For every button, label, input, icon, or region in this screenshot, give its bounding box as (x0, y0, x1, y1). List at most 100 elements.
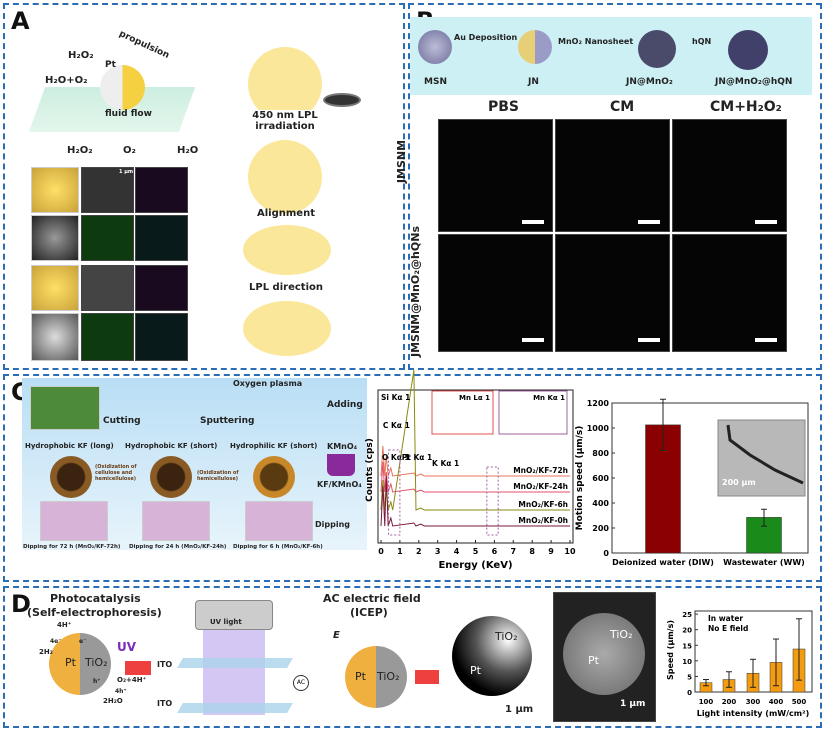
lc-droplet-3 (243, 225, 331, 275)
dipped-kf-72h (40, 501, 108, 541)
icep-particle (345, 646, 407, 708)
x-tick-label: 5 (473, 547, 479, 556)
peak-label: Si Kα 1 (381, 393, 410, 402)
category-label: 300 (746, 698, 761, 706)
tio2-label: TiO₂ (85, 656, 108, 669)
sem-particle (31, 215, 79, 261)
uv-light-label: UV light (210, 618, 242, 626)
products-label: H₂O+O₂ (45, 75, 88, 86)
oxidization-note-2: (Oxidization of hemicellulose) (197, 470, 239, 482)
highlight-box (486, 466, 499, 536)
sem-scale-label: 1 μm (620, 699, 646, 709)
particle-render (31, 167, 79, 213)
dipped-kf-6h (245, 501, 313, 541)
x-axis-label: Energy (KeV) (438, 560, 512, 571)
o2-label: O₂+4H⁺ (117, 676, 147, 684)
particle-render-2 (31, 265, 79, 311)
kf-kmno4-label: KF/KMnO₄ (317, 480, 362, 489)
x-tick-label: 10 (564, 547, 576, 556)
dip-label-72h: Dipping for 72 h (MnO₂/KF-72h) (23, 544, 121, 550)
scale-bar-label: 1 μm (119, 169, 134, 175)
x-tick-label: 2 (416, 547, 422, 556)
arrow-au-deposition: Au Deposition (454, 33, 518, 42)
h2o2-label: H₂O₂ (68, 50, 94, 61)
y-tick-label: 0 (603, 549, 609, 558)
y-tick-label: 10 (682, 658, 692, 666)
optical-pt-label: Pt (470, 664, 481, 677)
optical-tio2-label: TiO₂ (495, 630, 518, 643)
category-label: Deionized water (DIW) (612, 558, 714, 567)
sem-image (81, 167, 134, 213)
red-arrow-2 (415, 670, 439, 684)
x-tick-label: 4 (454, 547, 460, 556)
peak-label: K Kα 1 (432, 459, 459, 468)
dipped-kf-24h (142, 501, 210, 541)
legend-h2o2: H₂O₂ (67, 145, 93, 156)
series-line-3 (380, 475, 570, 527)
lc-droplet-2 (248, 140, 322, 214)
y-tick-label: 1000 (587, 424, 610, 433)
o-map-2 (81, 313, 134, 361)
n-map (135, 167, 188, 213)
lpl-direction-label: LPL direction (249, 282, 323, 293)
ac-source: AC (293, 675, 309, 691)
track-pbs-2 (438, 234, 553, 352)
y-axis-label: Counts (cps) (365, 438, 375, 502)
kapok-tree-photo (30, 386, 100, 430)
self-electrophoresis-title: (Self-electrophoresis) (27, 606, 162, 619)
panel-b: B Au Deposition MnO₂ Nanosheet hQN MSN J… (395, 3, 822, 370)
series-label: MnO₂/KF-72h (513, 466, 568, 475)
scale-bar (638, 220, 660, 224)
track-cmh2o2-1 (672, 119, 787, 232)
pt-map-2 (135, 313, 188, 361)
scale-bar (755, 220, 777, 224)
red-arrow (125, 661, 151, 675)
4h-plus-label: 4H⁺ (57, 621, 72, 629)
x-tick-label: 8 (529, 547, 535, 556)
janus-particle (100, 65, 145, 110)
peak-label: O Kα 1 (382, 453, 410, 462)
fiber-label-long: Hydrophobic KF (long) (25, 442, 114, 450)
series-label: MnO₂/KF-0h (518, 516, 568, 525)
pt-label: Pt (65, 656, 76, 669)
series-label: MnO₂/KF-6h (518, 500, 568, 509)
annotation: No E field (708, 624, 748, 633)
series-line-0 (380, 445, 570, 477)
x-tick-label: 0 (378, 547, 384, 556)
light-beam (203, 630, 265, 715)
oxygen-plasma-label: Oxygen plasma (233, 379, 303, 388)
y-axis-label: Motion speed (μm/s) (575, 426, 585, 531)
track-cm-2 (555, 234, 670, 352)
ito-bottom-plate (177, 703, 293, 713)
sem-particle-2 (31, 313, 79, 361)
y-tick-label: 800 (592, 449, 609, 458)
y-tick-label: 400 (592, 499, 609, 508)
hole-label: h⁺ (93, 678, 101, 685)
inset-mn-ka (498, 390, 568, 435)
fluid-flow-label: fluid flow (105, 109, 152, 119)
jn-mno2-hqn-sphere (728, 30, 768, 70)
sputtering-label: Sputtering (200, 416, 255, 426)
dip-label-6h: Dipping for 6 h (MnO₂/KF-6h) (233, 544, 323, 550)
kmno4-beaker (327, 454, 355, 476)
pt-label: Pt (105, 60, 116, 70)
peak-label: Pt Kα 1 (402, 453, 433, 462)
step-alignment: Alignment (257, 208, 315, 219)
panel-label: D (11, 590, 31, 618)
ac-label: AC (296, 679, 306, 686)
x-axis-label: Light intensity (mW/cm²) (697, 709, 810, 718)
series-label: MnO₂/KF-24h (513, 482, 568, 491)
y-tick-label: 200 (592, 524, 609, 533)
2h2o-label: 2H₂O (103, 697, 123, 705)
ito-top-plate (177, 658, 293, 668)
y-tick-label: 0 (687, 689, 692, 697)
2h2-label: 2H₂ (39, 648, 53, 656)
step-jn-mno2: JN@MnO₂ (626, 77, 673, 87)
column-cm-h2o2: CM+H₂O₂ (710, 99, 782, 115)
optical-particle-image (452, 616, 532, 696)
x-tick-label: 6 (492, 547, 498, 556)
y-tick-label: 1200 (587, 399, 610, 408)
inset-mn-la (431, 390, 494, 435)
sem-particle (563, 613, 645, 695)
